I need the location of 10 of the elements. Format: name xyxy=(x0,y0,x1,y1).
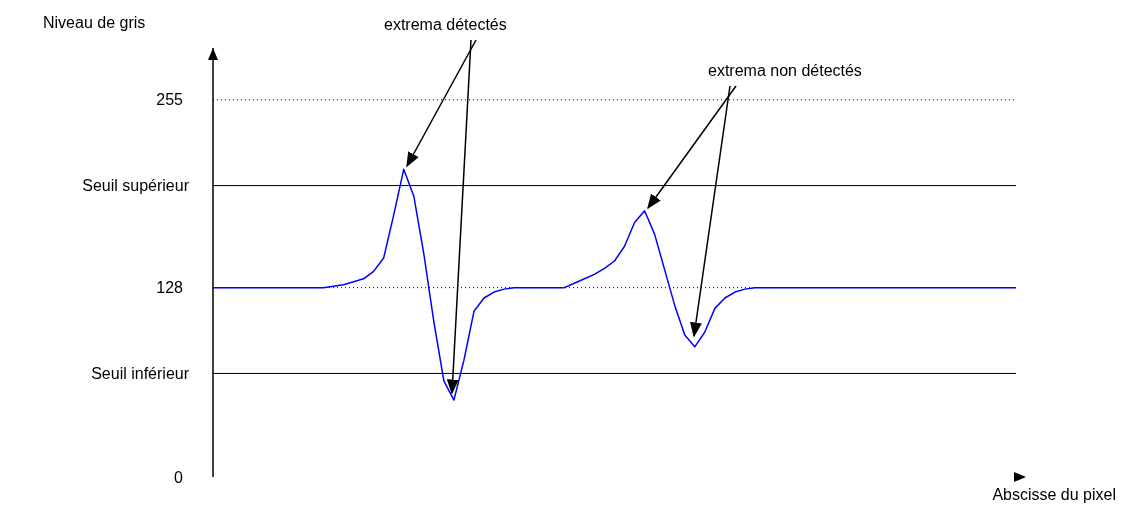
x-axis-title: Abscisse du pixel xyxy=(992,486,1116,504)
y-axis-title: Niveau de gris xyxy=(43,14,146,32)
ref-line-label: Seuil inférieur xyxy=(91,365,190,383)
annotation: extrema non détectés xyxy=(708,62,862,80)
y-tick-label: 0 xyxy=(174,468,184,486)
line-series xyxy=(212,168,1017,401)
y-tick-label: 255 xyxy=(156,91,184,109)
y-tick-label: 128 xyxy=(156,279,184,297)
ref-line-label: Seuil supérieur xyxy=(82,177,190,195)
text: extrema détectés xyxy=(384,16,507,34)
